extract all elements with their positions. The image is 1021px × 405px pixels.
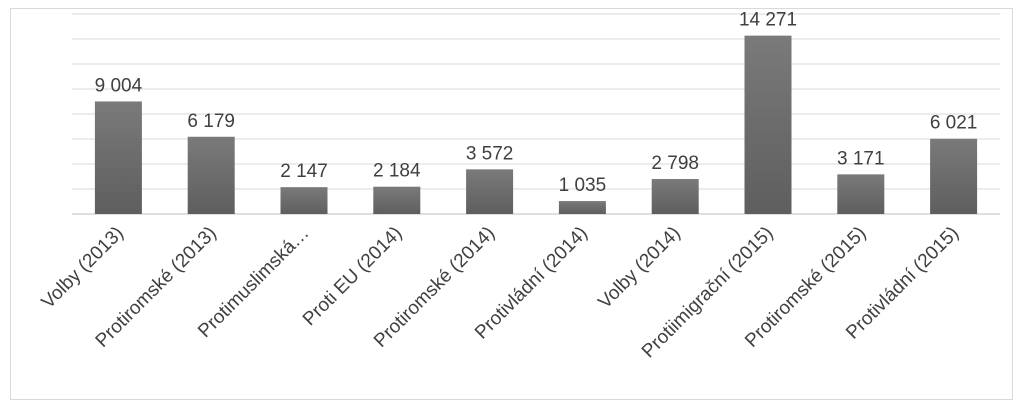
data-label-7: 14 271 — [739, 10, 797, 31]
bar-7 — [744, 35, 792, 214]
bar-0 — [94, 101, 142, 214]
bars — [94, 35, 978, 214]
category-label-6: Volby (2014) — [594, 223, 684, 313]
bar-9 — [930, 138, 978, 214]
data-label-0: 9 004 — [95, 75, 143, 96]
bar-5 — [558, 201, 606, 214]
category-label-3: Proti EU (2014) — [299, 223, 406, 330]
bar-3 — [373, 186, 421, 214]
data-label-2: 2 147 — [280, 161, 328, 182]
category-labels: Volby (2013)Protiromské (2013)Protimusli… — [38, 223, 963, 363]
bar-6 — [651, 179, 699, 214]
bar-4 — [466, 169, 514, 214]
bar-2 — [280, 187, 328, 214]
data-label-5: 1 035 — [559, 175, 607, 196]
data-label-1: 6 179 — [187, 111, 235, 132]
category-label-0: Volby (2013) — [38, 223, 128, 313]
data-label-3: 2 184 — [373, 161, 421, 182]
data-label-6: 2 798 — [651, 153, 699, 174]
data-label-8: 3 171 — [837, 148, 885, 169]
bar-8 — [837, 174, 885, 214]
data-label-4: 3 572 — [466, 143, 514, 164]
data-label-9: 6 021 — [930, 113, 978, 134]
data-labels: 9 004 6 179 2 147 2 184 3 572 1 035 2 798 14 27… — [95, 10, 978, 196]
bar-1 — [187, 136, 235, 214]
